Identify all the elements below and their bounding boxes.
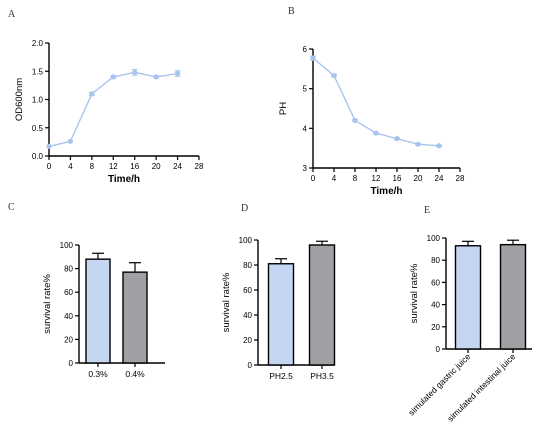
series-line	[48, 71, 178, 148]
x-tick-label: 28	[456, 174, 465, 183]
x-tick-label: 8	[90, 162, 95, 171]
data-point	[373, 130, 379, 136]
panel-label: A	[8, 9, 16, 20]
y-axis-label: survival rate%	[409, 263, 420, 323]
bar	[308, 244, 336, 366]
data-point	[153, 74, 159, 80]
panel-b: B 3 4 5 6 0 4 8 12 16 20 24 28 Time/h PH	[278, 6, 465, 197]
y-tick-label: 1.5	[32, 67, 44, 76]
y-tick-label: 2.0	[32, 39, 44, 48]
y-tick-label: 6	[303, 45, 308, 54]
bar	[267, 263, 295, 366]
x-tick-label: 0	[311, 174, 316, 183]
data-point	[436, 143, 442, 149]
data-point	[331, 72, 337, 79]
y-tick-label: 80	[243, 261, 252, 270]
data-point	[415, 141, 421, 147]
data-point	[46, 143, 52, 149]
panel-label: B	[288, 6, 295, 17]
data-point	[394, 136, 400, 142]
data-point	[89, 91, 95, 97]
x-axis-label: Time/h	[108, 174, 140, 185]
data-point	[174, 70, 181, 77]
x-axis-label: Time/h	[370, 186, 402, 197]
y-tick-label: 40	[243, 311, 252, 320]
panel-a: A 0.0 0.5 1.0 1.5 2.0 0 4 8 12 16 20 24 28 Time/h OD600…	[8, 9, 204, 185]
y-tick-label: 20	[64, 335, 73, 344]
y-tick-label: 60	[431, 278, 440, 287]
bar	[122, 271, 148, 364]
x-tick-label: 4	[68, 162, 73, 171]
panel-label: C	[8, 202, 15, 213]
y-tick-label: 100	[427, 234, 441, 243]
data-point	[310, 55, 316, 61]
data-point	[132, 69, 138, 75]
bar	[85, 258, 111, 364]
x-tick-label: 12	[109, 162, 118, 171]
panel-label: D	[241, 203, 248, 214]
y-tick-label: 5	[303, 85, 308, 94]
x-tick-label: 24	[435, 174, 444, 183]
bar	[454, 245, 482, 350]
data-point	[352, 117, 358, 123]
y-tick-label: 80	[64, 265, 73, 274]
x-tick-label: 24	[173, 162, 182, 171]
x-tick-label: 16	[393, 174, 402, 183]
y-axis-label: survival rate%	[221, 272, 232, 332]
y-tick-label: 60	[243, 286, 252, 295]
y-tick-label: 100	[239, 236, 253, 245]
panel-d: D 0 20 40 60 80 100 survival rate% PH2.5 PH3.5	[221, 203, 336, 381]
y-tick-label: 40	[431, 301, 440, 310]
bar	[499, 243, 527, 350]
x-tick-label: 0	[47, 162, 52, 171]
y-tick-label: 80	[431, 256, 440, 265]
y-tick-label: 4	[303, 124, 308, 133]
x-tick-label: 20	[414, 174, 423, 183]
x-tick-label: 0.3%	[88, 369, 108, 379]
y-tick-label: 40	[64, 312, 73, 321]
x-tick-label: 16	[130, 162, 139, 171]
x-tick-label: 0.4%	[125, 369, 145, 379]
panel-c: C 0 20 40 60 80 100 survival rate% 0.3% 0.4%	[8, 202, 165, 379]
y-tick-label: 3	[303, 164, 308, 173]
y-tick-label: 20	[243, 336, 252, 345]
x-tick-label: PH3.5	[310, 371, 334, 381]
y-tick-label: 20	[431, 323, 440, 332]
y-tick-label: 60	[64, 288, 73, 297]
y-tick-label: 0.0	[32, 152, 44, 161]
x-tick-label: PH2.5	[269, 371, 293, 381]
y-tick-label: 0.5	[32, 124, 44, 133]
data-point	[110, 74, 116, 80]
y-tick-label: 0	[248, 361, 253, 370]
y-tick-label: 1.0	[32, 96, 44, 105]
data-point	[67, 138, 74, 144]
panel-label: E	[424, 205, 430, 216]
x-tick-label: 12	[372, 174, 381, 183]
y-axis-label: PH	[278, 102, 289, 115]
x-tick-label: 20	[152, 162, 161, 171]
y-tick-label: 100	[60, 241, 74, 250]
y-axis-label: OD600nm	[14, 78, 25, 121]
y-tick-label: 0	[69, 359, 74, 368]
x-tick-label: 4	[332, 174, 337, 183]
x-tick-label: 28	[195, 162, 204, 171]
y-axis-label: survival rate%	[42, 274, 53, 334]
x-tick-label: 8	[353, 174, 358, 183]
y-tick-label: 0	[436, 345, 441, 354]
